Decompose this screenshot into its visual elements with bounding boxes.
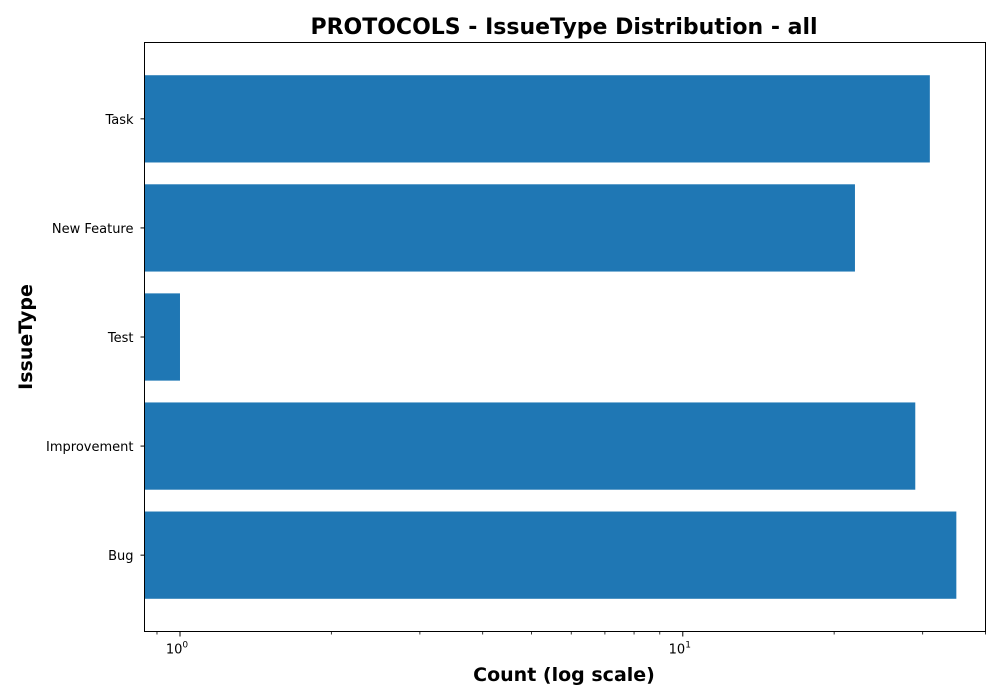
y-tick-label: Task [104, 113, 134, 128]
x-tick-label: 100 [166, 641, 189, 658]
x-axis-ticks: 100 101 [156, 631, 986, 658]
bar-task [144, 75, 930, 163]
y-axis-label: IssueType [15, 284, 37, 390]
x-tick-label: 101 [669, 641, 691, 658]
y-tick-label: Improvement [46, 440, 133, 455]
y-tick-label: New Feature [52, 222, 134, 237]
bar-new-feature [144, 184, 855, 272]
y-tick-label: Test [107, 331, 134, 346]
chart-title: PROTOCOLS - IssueType Distribution - all [310, 15, 817, 40]
y-axis-ticks: Bug Improvement Test New Feature Task [46, 113, 145, 564]
plot-frame [144, 42, 986, 632]
bar-improvement [144, 402, 916, 490]
x-axis-label: Count (log scale) [473, 664, 655, 686]
bar-test [144, 293, 180, 381]
bar-bug [144, 511, 957, 599]
bars-group [144, 75, 957, 599]
y-tick-label: Bug [108, 549, 133, 564]
